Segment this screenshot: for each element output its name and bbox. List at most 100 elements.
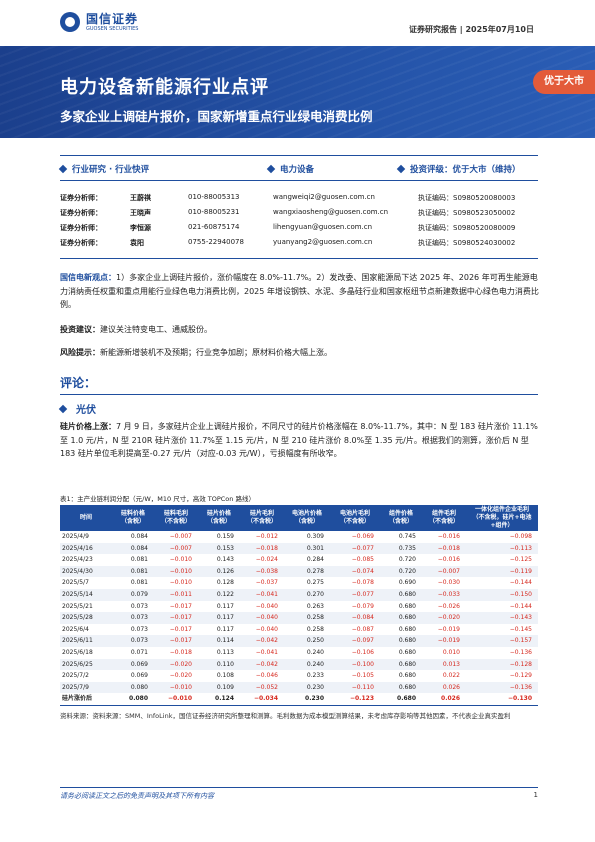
table-cell: 0.081	[130, 556, 148, 564]
table-cell: −0.007	[169, 533, 192, 540]
table-cell-date: 2025/4/23	[62, 556, 93, 564]
table-cell: −0.105	[351, 672, 374, 680]
analyst-row: 证券分析师： 袁阳 0755-22940078 yuanyang2@guosen.co…	[60, 238, 516, 247]
table-cell: −0.098	[509, 533, 532, 540]
table-cell: −0.106	[351, 648, 374, 656]
table-cell: 0.258	[306, 625, 324, 633]
table-cell: −0.040	[255, 602, 278, 610]
table-row: 2025/4/30 0.081 −0.010 0.126 −0.038 0.278 −0.0…	[60, 565, 538, 578]
category-industry: 电力设备	[266, 163, 398, 175]
table-cell: 0.114	[198, 635, 240, 647]
table-cell: −0.074	[330, 565, 380, 578]
table-cell: −0.017	[154, 612, 198, 624]
table-cell-date: 2025/5/14	[60, 588, 112, 601]
table-cell: 0.010	[442, 648, 460, 656]
table-cell: −0.129	[509, 672, 532, 680]
table-cell-date: 2025/5/28	[60, 612, 112, 624]
table-cell: 0.013	[422, 658, 466, 671]
table-cell-date: 2025/6/25	[60, 658, 112, 671]
table-cell: −0.041	[240, 588, 284, 601]
table-cell: 0.079	[112, 588, 154, 601]
table-cell-date: 2025/4/30	[60, 565, 112, 578]
table-cell: 0.080	[112, 693, 154, 706]
table-cell: −0.010	[169, 556, 192, 564]
table-body: 2025/4/9 0.084 −0.007 0.159 −0.012 0.309 −0.06…	[60, 531, 538, 706]
report-type-date: 证券研究报告 | 2025年07月10日	[408, 25, 534, 34]
category-bar: 行业研究 · 行业快评 电力设备 投资评级：优于大市（维持）	[58, 163, 538, 175]
table-cell: −0.079	[351, 602, 374, 610]
table-cell-date: 2025/5/7	[62, 579, 89, 587]
table-cell: −0.012	[255, 533, 278, 540]
table-cell: −0.085	[351, 556, 374, 564]
table-row: 2025/7/2 0.069 −0.020 0.108 −0.046 0.233 −0.10…	[60, 670, 538, 682]
table-cell: 0.128	[216, 579, 234, 587]
table-cell: 0.745	[398, 533, 416, 540]
table-cell: 0.270	[284, 588, 330, 601]
table-cell: 0.680	[380, 612, 422, 624]
table-cell: −0.033	[422, 588, 466, 601]
table-row: 2025/5/14 0.079 −0.011 0.122 −0.041 0.270 −0.0…	[60, 588, 538, 601]
table-cell: 0.680	[380, 693, 422, 706]
analyst-email[interactable]: wangxiaosheng@guosen.com.cn	[273, 208, 389, 216]
table-cell: −0.041	[255, 648, 278, 656]
table-cell: 0.680	[398, 648, 416, 656]
table-source-note: 资料来源：资料来源：SMM、InfoLink，国信证券经济研究所整理和测算。毛利…	[60, 712, 511, 720]
table-row: 2025/4/16 0.084 −0.007 0.153 −0.018 0.301 −0.0…	[60, 542, 538, 555]
category-rating: 投资评级：优于大市（维持）	[396, 163, 521, 175]
table-cell: −0.019	[437, 625, 460, 633]
table-cell: 0.073	[130, 625, 148, 633]
table-cell: −0.113	[466, 542, 538, 555]
table-cell: −0.040	[240, 612, 284, 624]
table-cell: −0.038	[240, 565, 284, 578]
analyst-email[interactable]: yuanyang2@guosen.com.cn	[273, 238, 373, 246]
table-cell: 0.263	[306, 602, 324, 610]
logo-name-cn: 国信证券	[86, 11, 139, 26]
table-cell: 0.278	[284, 565, 330, 578]
table-cell: 0.680	[380, 681, 422, 694]
table-cell: −0.046	[255, 672, 278, 680]
table-cell: 0.284	[306, 556, 324, 564]
table-cell: 0.124	[198, 693, 240, 706]
table-cell: 0.250	[284, 635, 330, 647]
table-row: 2025/6/4 0.073 −0.017 0.117 −0.040 0.258 −0.08…	[60, 624, 538, 636]
table-cell: 0.230	[284, 681, 330, 694]
divider	[60, 180, 538, 181]
table-cell: −0.100	[330, 658, 380, 671]
analyst-email[interactable]: lihengyuan@guosen.com.cn	[273, 223, 373, 231]
table-cell: −0.010	[154, 681, 198, 694]
table-cell-date: 2025/7/2	[62, 672, 89, 680]
table-header-cell: 组件价格 （含税）	[380, 505, 422, 531]
report-subtitle: 多家企业上调硅片报价，国家新增重点行业绿电消费比例	[60, 109, 373, 124]
table-header-cell: 一体化组件企业毛利 （不含税，硅片+电池+组件）	[466, 505, 538, 531]
table-cell: 0.081	[130, 579, 148, 587]
table-cell: 0.275	[306, 579, 324, 587]
analyst-email[interactable]: wangweiqi2@guosen.com.cn	[273, 193, 375, 201]
page-number: 1	[533, 791, 538, 799]
table-cell: 0.309	[306, 533, 324, 540]
wafer-price-paragraph: 硅片价格上涨：7 月 9 日，多家硅片企业上调硅片报价，不同尺寸的硅片价格涨幅在…	[60, 422, 538, 458]
table-cell: −0.144	[509, 602, 532, 610]
table-cell: −0.030	[437, 579, 460, 587]
table-row: 2025/6/18 0.071 −0.018 0.113 −0.041 0.240 −0.1…	[60, 647, 538, 659]
table-header-cell: 组件毛利 （不含税）	[422, 505, 466, 531]
table-cell: −0.010	[154, 565, 198, 578]
table-header: 时间 硅料价格 （含税） 硅料毛利 （不含税） 硅片价格 （含税） 硅片毛利 （不含税）…	[60, 505, 538, 531]
table-cell: 0.680	[380, 588, 422, 601]
table-cell: 0.022	[442, 672, 460, 680]
table-cell: 0.143	[216, 556, 234, 564]
analyst-row: 证券分析师： 王蔚祺 010-88005313 wangweiqi2@guosen.c…	[60, 193, 516, 202]
table-cell: −0.019	[422, 635, 466, 647]
subsection-heading-pv: 光伏	[58, 401, 96, 416]
table-cell: −0.077	[330, 542, 380, 555]
footer-disclaimer: 请务必阅读正文之后的免责声明及其项下所有内容	[60, 792, 214, 800]
table-cell: −0.119	[466, 565, 538, 578]
table-cell: 0.159	[216, 533, 234, 540]
table-cell: −0.143	[466, 612, 538, 624]
table-header-cell: 硅片价格 （含税）	[198, 505, 240, 531]
table-cell: 0.720	[380, 565, 422, 578]
table-cell: 0.110	[198, 658, 240, 671]
table-cell: −0.026	[437, 602, 460, 610]
table-header-cell: 电池片价格 （含税）	[284, 505, 330, 531]
table-row: 2025/4/23 0.081 −0.010 0.143 −0.024 0.284 −0.0…	[60, 554, 538, 566]
core-view-paragraph: 国信电新观点：1）多家企业上调硅片报价，涨价幅度在 8.0%-11.7%。2）发…	[60, 273, 539, 309]
